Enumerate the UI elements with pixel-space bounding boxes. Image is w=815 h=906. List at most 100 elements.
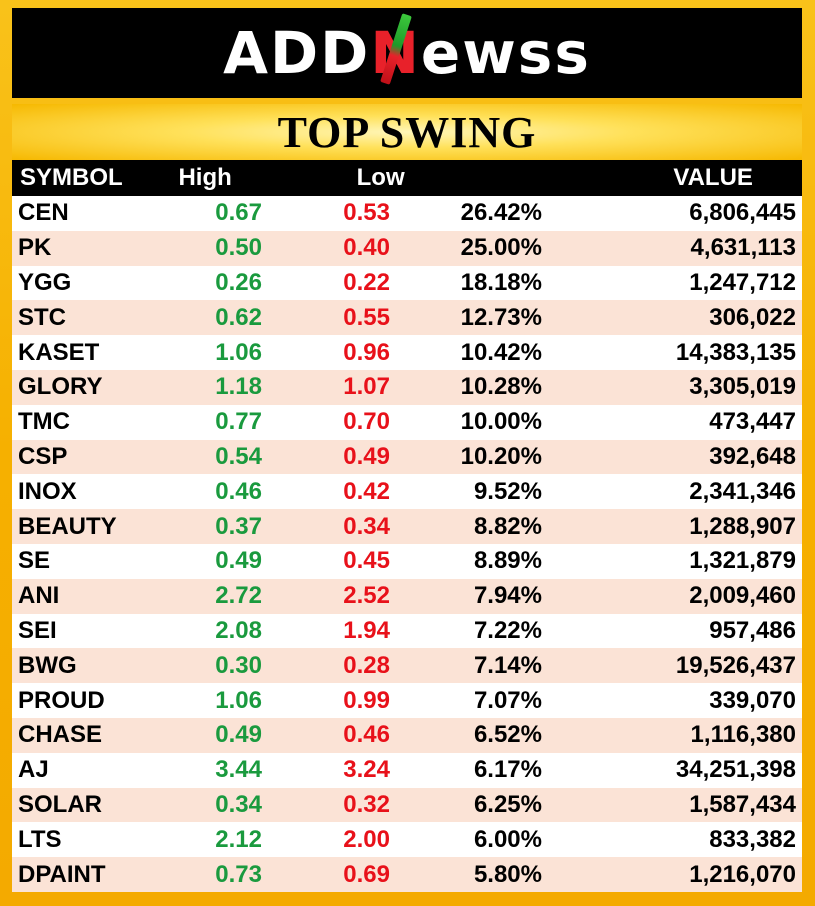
high-cell: 2.72 [215,582,262,610]
header-symbol: SYMBOL [20,164,123,191]
value-cell: 4,631,113 [690,234,796,262]
value-cell: 34,251,398 [675,756,796,784]
low-cell: 2.00 [343,825,390,853]
value-cell: 473,447 [709,408,796,436]
table-row: BWG 0.30 0.28 7.14% 19,526,437 [12,648,802,684]
value-cell: 1,587,434 [689,790,796,818]
header-low: Low [356,164,405,191]
high-cell: 0.49 [215,721,262,749]
pct-cell: 10.42% [460,338,542,366]
value-cell: 2,009,460 [689,582,796,610]
value-cell: 3,305,019 [689,373,796,401]
symbol-cell: AJ [18,756,49,784]
table-row: YGG 0.26 0.22 18.18% 1,247,712 [12,265,802,301]
value-cell: 1,321,879 [689,547,796,575]
symbol-cell: LTS [18,825,62,853]
table-header: SYMBOL High Low VALUE [12,160,802,196]
table-row: BEAUTY 0.37 0.34 8.82% 1,288,907 [12,509,802,544]
table-row: LTS 2.12 2.00 6.00% 833,382 [12,822,802,858]
pct-cell: 10.28% [460,373,542,401]
title-strip: TOP SWING [12,104,802,160]
pct-cell: 6.00% [473,825,542,853]
symbol-cell: ANI [18,582,60,610]
symbol-cell: PROUD [18,686,105,714]
symbol-cell: PK [18,234,52,262]
low-cell: 0.45 [343,547,390,575]
high-cell: 0.54 [215,442,262,470]
symbol-cell: SE [18,547,51,575]
high-cell: 0.67 [215,199,262,227]
table-row: INOX 0.46 0.42 9.52% 2,341,346 [12,474,802,510]
high-cell: 2.12 [215,825,262,853]
pct-cell: 5.80% [473,860,542,888]
pct-cell: 6.25% [473,790,542,818]
table-row: AJ 3.44 3.24 6.17% 34,251,398 [12,752,802,788]
high-cell: 1.06 [215,338,262,366]
header-value: VALUE [673,164,753,191]
low-cell: 1.07 [343,373,390,401]
pct-cell: 8.89% [473,547,542,575]
symbol-cell: STC [18,303,66,331]
value-cell: 6,806,445 [689,199,796,227]
symbol-cell: DPAINT [18,860,106,888]
symbol-cell: KASET [18,338,100,366]
low-cell: 0.42 [343,477,390,505]
high-cell: 0.37 [215,512,262,540]
low-cell: 0.34 [343,512,390,540]
pct-cell: 7.94% [473,582,542,610]
high-cell: 0.50 [215,234,262,262]
symbol-cell: CSP [18,442,68,470]
high-cell: 0.73 [215,860,262,888]
value-cell: 1,116,380 [690,721,796,749]
high-cell: 0.49 [215,547,262,575]
value-cell: 339,070 [709,686,796,714]
symbol-cell: INOX [18,477,77,505]
pct-cell: 6.17% [473,756,542,784]
table-row: SE 0.49 0.45 8.89% 1,321,879 [12,543,802,579]
table-row: CHASE 0.49 0.46 6.52% 1,116,380 [12,717,802,753]
table-row: CSP 0.54 0.49 10.20% 392,648 [12,439,802,475]
value-cell: 1,216,070 [689,860,796,888]
low-cell: 0.22 [343,268,390,296]
low-cell: 2.52 [343,582,390,610]
high-cell: 2.08 [215,616,262,644]
logo-banner: ADD N ewss [12,8,802,98]
table-body: CEN 0.67 0.53 26.42% 6,806,445 PK 0.50 0.40 25.0… [12,196,802,892]
symbol-cell: CEN [18,199,69,227]
symbol-cell: YGG [18,268,72,296]
value-cell: 957,486 [709,616,796,644]
symbol-cell: GLORY [18,373,103,401]
high-cell: 0.77 [215,408,262,436]
pct-cell: 7.14% [473,651,542,679]
value-cell: 1,288,907 [689,512,796,540]
value-cell: 392,648 [709,442,796,470]
value-cell: 1,247,712 [689,268,796,296]
swing-table: SYMBOL High Low VALUE CEN 0.67 0.53 26.42% 6… [12,160,802,892]
symbol-cell: TMC [18,408,70,436]
pct-cell: 6.52% [473,721,542,749]
header-high: High [178,164,232,191]
value-cell: 306,022 [709,303,796,331]
table-row: STC 0.62 0.55 12.73% 306,022 [12,300,802,336]
logo-n-mark: N [370,13,421,87]
high-cell: 1.18 [215,373,262,401]
low-cell: 0.28 [343,651,390,679]
symbol-cell: BWG [18,651,77,679]
low-cell: 0.55 [343,303,390,331]
logo-text-add: ADD [223,19,371,87]
low-cell: 0.32 [343,790,390,818]
high-cell: 3.44 [215,756,262,784]
table-row: CEN 0.67 0.53 26.42% 6,806,445 [12,196,802,231]
high-cell: 0.26 [215,268,262,296]
table-row: GLORY 1.18 1.07 10.28% 3,305,019 [12,369,802,405]
low-cell: 0.96 [343,338,390,366]
symbol-cell: SEI [18,616,57,644]
low-cell: 0.49 [343,442,390,470]
low-cell: 1.94 [343,616,390,644]
symbol-cell: SOLAR [18,790,102,818]
pct-cell: 10.20% [460,442,542,470]
pct-cell: 18.18% [460,268,542,296]
value-cell: 833,382 [709,825,796,853]
symbol-cell: BEAUTY [18,512,117,540]
